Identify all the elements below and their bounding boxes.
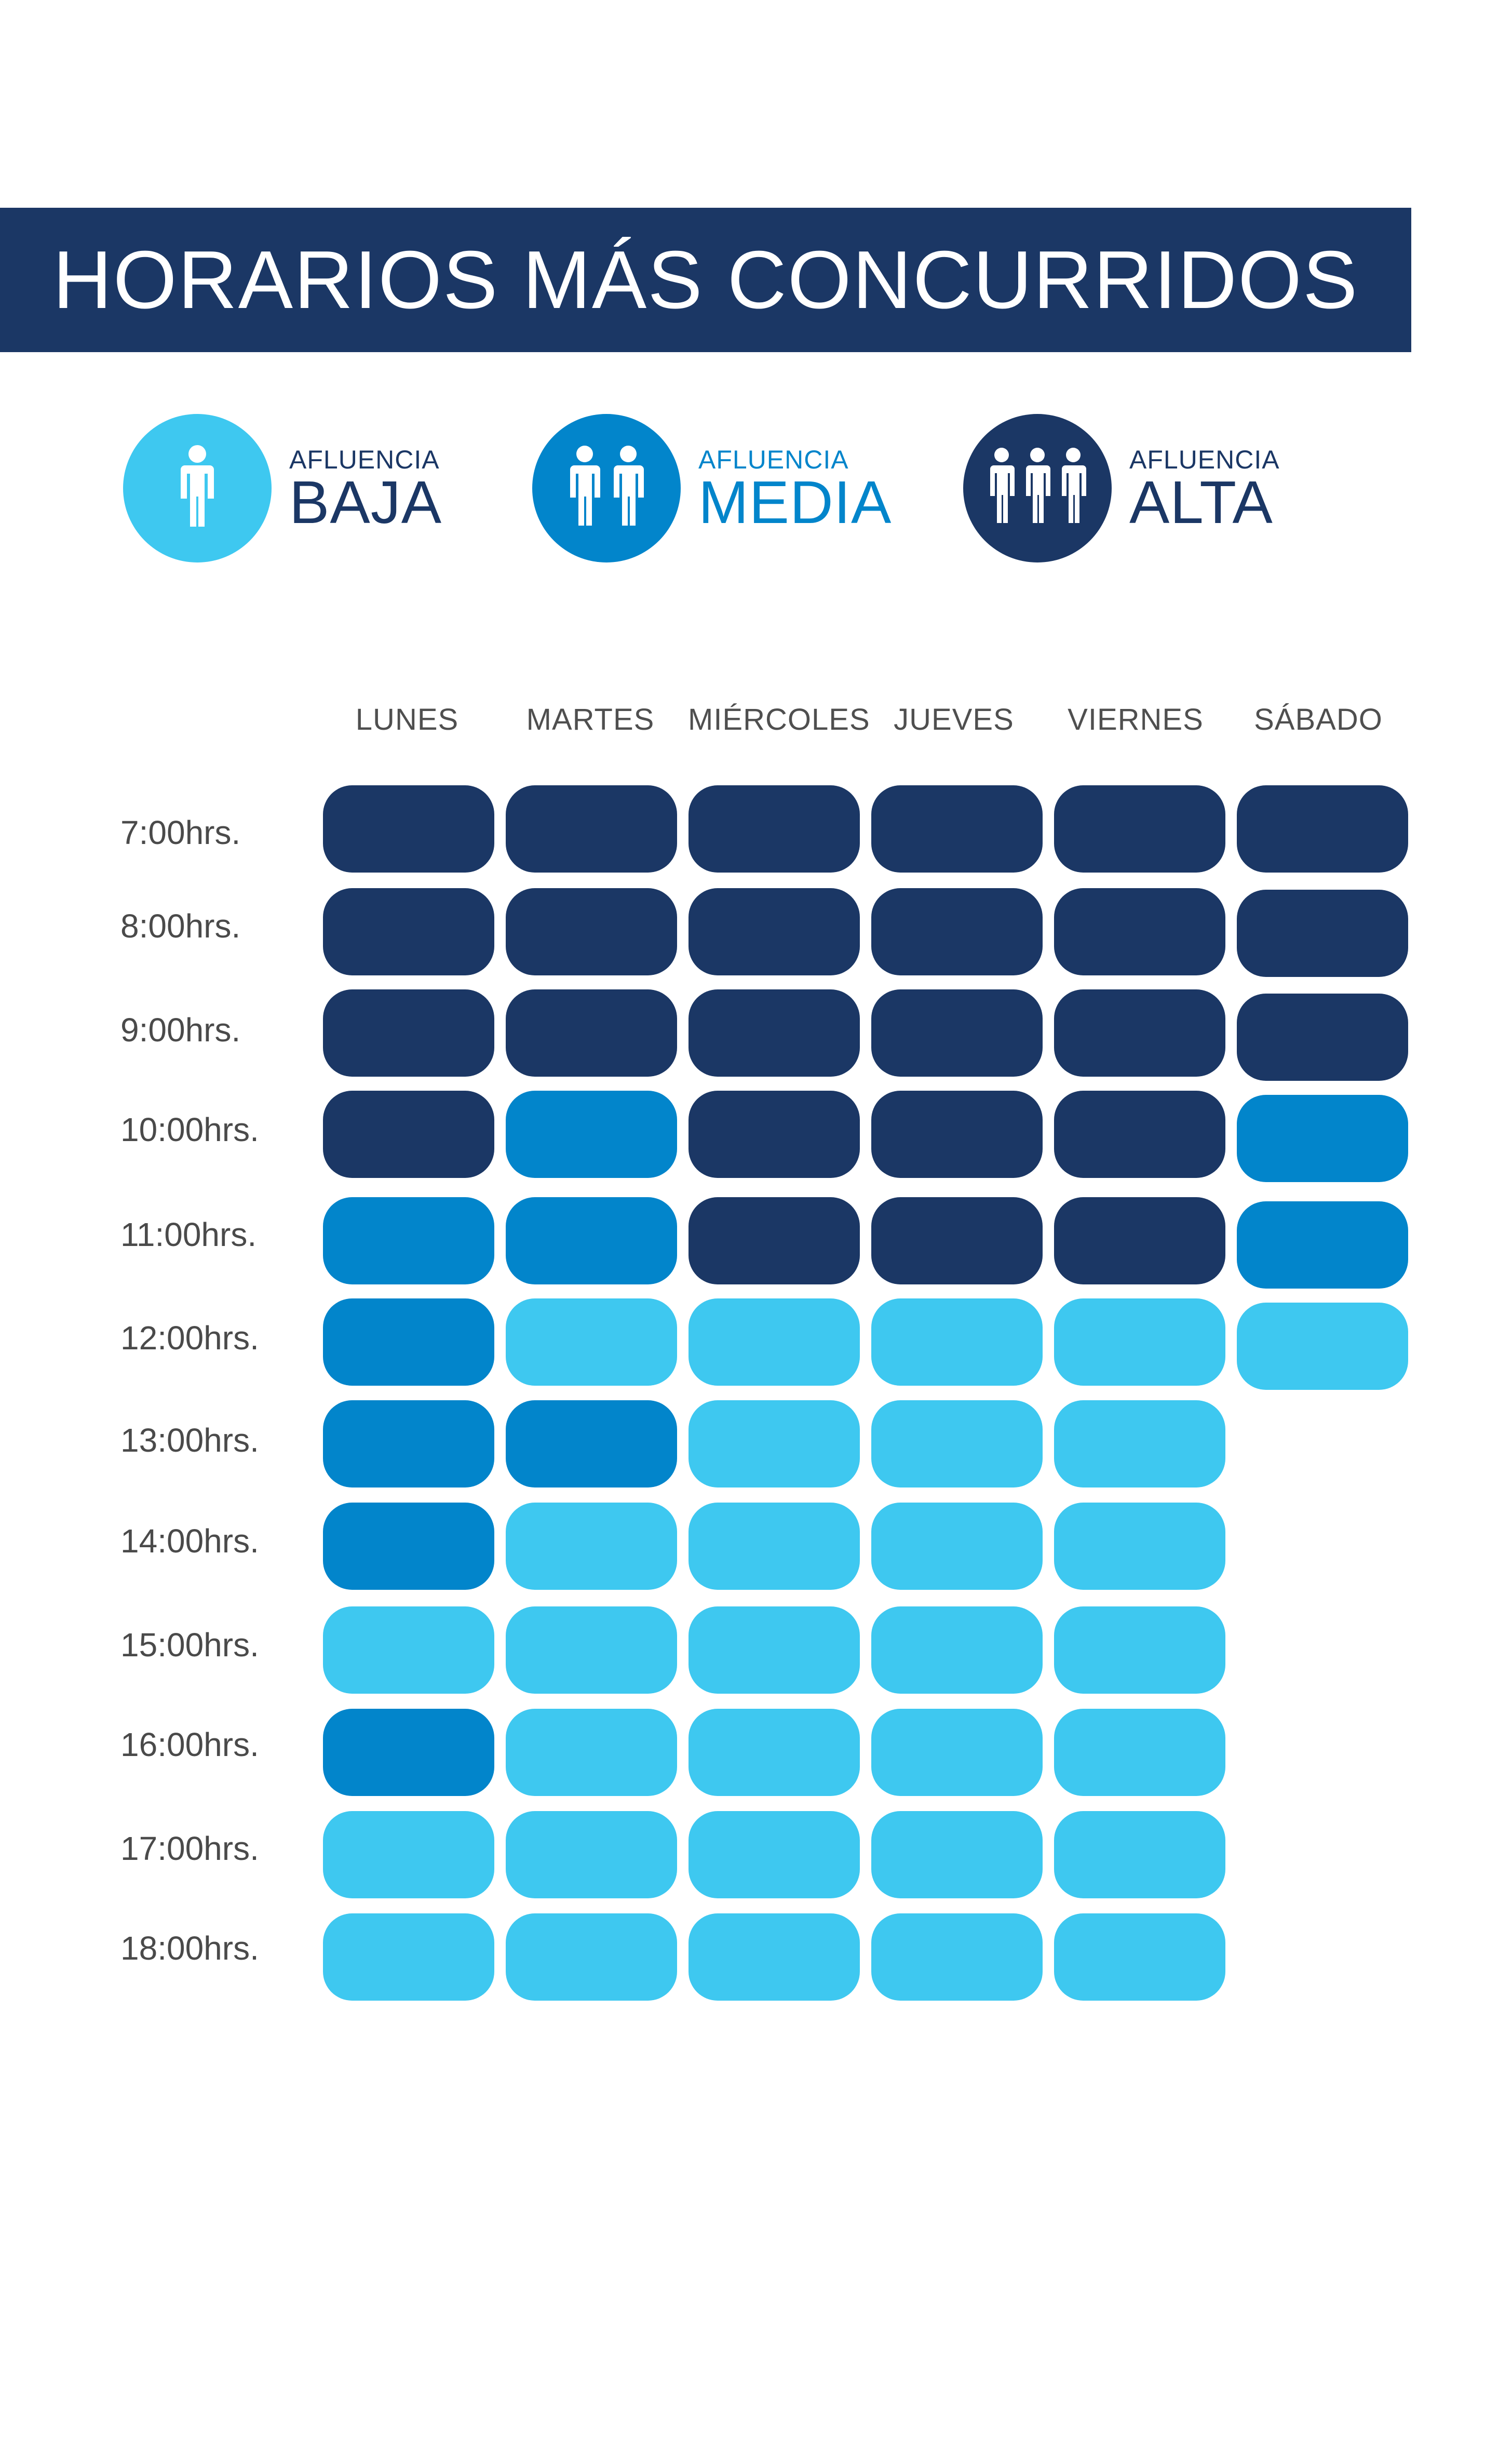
cell-viernes-11-alta xyxy=(1054,1197,1225,1284)
cell-lunes-10-alta xyxy=(323,1091,494,1178)
two-people-icon xyxy=(532,414,681,562)
cell-viernes-14-baja xyxy=(1054,1503,1225,1590)
cell-lunes-16-media xyxy=(323,1709,494,1796)
cell-jueves-14-baja xyxy=(871,1503,1043,1590)
day-label-martes: MARTES xyxy=(526,703,655,736)
time-label-14: 14:00hrs. xyxy=(120,1522,259,1560)
cell-miercoles-11-alta xyxy=(688,1197,860,1284)
cell-lunes-18-baja xyxy=(323,1913,494,2001)
cell-lunes-15-baja xyxy=(323,1606,494,1694)
time-label-10: 10:00hrs. xyxy=(120,1111,259,1148)
cell-viernes-12-baja xyxy=(1054,1298,1225,1386)
cell-lunes-9-alta xyxy=(323,989,494,1077)
cell-miercoles-18-baja xyxy=(688,1913,860,2001)
cell-lunes-13-media xyxy=(323,1400,494,1487)
one-person-icon xyxy=(123,414,272,562)
legend-baja: AFLUENCIA BAJA xyxy=(123,413,442,564)
cell-martes-15-baja xyxy=(506,1606,677,1694)
day-label-miercoles: MIÉRCOLES xyxy=(688,703,870,736)
time-label-12: 12:00hrs. xyxy=(120,1319,259,1357)
cell-miercoles-17-baja xyxy=(688,1811,860,1898)
cell-viernes-8-alta xyxy=(1054,888,1225,975)
time-label-8: 8:00hrs. xyxy=(120,907,241,945)
day-label-lunes: LUNES xyxy=(355,703,459,736)
cell-martes-8-alta xyxy=(506,888,677,975)
legend-alta: AFLUENCIA ALTA xyxy=(963,413,1280,564)
time-label-17: 17:00hrs. xyxy=(120,1830,259,1867)
day-label-sabado: SÁBADO xyxy=(1254,703,1383,736)
time-label-13: 13:00hrs. xyxy=(120,1422,259,1459)
cell-lunes-14-media xyxy=(323,1503,494,1590)
cell-viernes-10-alta xyxy=(1054,1091,1225,1178)
cell-martes-16-baja xyxy=(506,1709,677,1796)
time-label-9: 9:00hrs. xyxy=(120,1011,241,1049)
time-label-18: 18:00hrs. xyxy=(120,1929,259,1967)
legend-baja-big: BAJA xyxy=(289,468,442,536)
cell-martes-11-media xyxy=(506,1197,677,1284)
cell-miercoles-8-alta xyxy=(688,888,860,975)
cell-jueves-7-alta xyxy=(871,785,1043,873)
cell-viernes-15-baja xyxy=(1054,1606,1225,1694)
title-banner: HORARIOS MÁS CONCURRIDOS xyxy=(0,208,1411,352)
cell-jueves-16-baja xyxy=(871,1709,1043,1796)
cell-viernes-17-baja xyxy=(1054,1811,1225,1898)
cell-jueves-17-baja xyxy=(871,1811,1043,1898)
legend-baja-small: AFLUENCIA xyxy=(289,445,440,474)
cell-viernes-16-baja xyxy=(1054,1709,1225,1796)
cell-viernes-18-baja xyxy=(1054,1913,1225,2001)
cell-jueves-15-baja xyxy=(871,1606,1043,1694)
legend-alta-big: ALTA xyxy=(1129,468,1273,536)
cell-miercoles-9-alta xyxy=(688,989,860,1077)
cell-jueves-18-baja xyxy=(871,1913,1043,2001)
cell-martes-10-media xyxy=(506,1091,677,1178)
cell-miercoles-12-baja xyxy=(688,1298,860,1386)
cell-jueves-10-alta xyxy=(871,1091,1043,1178)
cell-sabado-8-alta xyxy=(1237,890,1408,977)
cell-sabado-9-alta xyxy=(1237,994,1408,1081)
cell-miercoles-7-alta xyxy=(688,785,860,873)
time-label-15: 15:00hrs. xyxy=(120,1626,259,1664)
day-label-jueves: JUEVES xyxy=(894,703,1014,736)
cell-miercoles-15-baja xyxy=(688,1606,860,1694)
cell-jueves-11-alta xyxy=(871,1197,1043,1284)
cell-miercoles-16-baja xyxy=(688,1709,860,1796)
cell-martes-18-baja xyxy=(506,1913,677,2001)
cell-miercoles-10-alta xyxy=(688,1091,860,1178)
cell-miercoles-13-baja xyxy=(688,1400,860,1487)
time-label-11: 11:00hrs. xyxy=(120,1216,257,1253)
cell-sabado-11-media xyxy=(1237,1201,1408,1289)
page-title: HORARIOS MÁS CONCURRIDOS xyxy=(52,234,1359,326)
cell-viernes-9-alta xyxy=(1054,989,1225,1077)
cell-martes-7-alta xyxy=(506,785,677,873)
cell-martes-13-media xyxy=(506,1400,677,1487)
three-people-icon xyxy=(963,414,1112,562)
cell-lunes-8-alta xyxy=(323,888,494,975)
legend-media: AFLUENCIA MEDIA xyxy=(532,413,892,564)
cell-miercoles-14-baja xyxy=(688,1503,860,1590)
cell-viernes-13-baja xyxy=(1054,1400,1225,1487)
cell-lunes-17-baja xyxy=(323,1811,494,1898)
cell-martes-12-baja xyxy=(506,1298,677,1386)
cell-viernes-7-alta xyxy=(1054,785,1225,873)
time-label-7: 7:00hrs. xyxy=(120,814,241,851)
cell-sabado-12-baja xyxy=(1237,1303,1408,1390)
cell-lunes-7-alta xyxy=(323,785,494,873)
cell-martes-9-alta xyxy=(506,989,677,1077)
cell-jueves-9-alta xyxy=(871,989,1043,1077)
legend-media-big: MEDIA xyxy=(698,468,892,536)
cell-jueves-12-baja xyxy=(871,1298,1043,1386)
cell-martes-14-baja xyxy=(506,1503,677,1590)
legend-media-small: AFLUENCIA xyxy=(698,445,849,474)
cell-lunes-11-media xyxy=(323,1197,494,1284)
cell-lunes-12-media xyxy=(323,1298,494,1386)
cell-jueves-13-baja xyxy=(871,1400,1043,1487)
cell-jueves-8-alta xyxy=(871,888,1043,975)
cell-sabado-7-alta xyxy=(1237,785,1408,873)
cell-martes-17-baja xyxy=(506,1811,677,1898)
day-label-viernes: VIERNES xyxy=(1068,703,1204,736)
time-label-16: 16:00hrs. xyxy=(120,1726,259,1763)
legend-alta-small: AFLUENCIA xyxy=(1129,445,1280,474)
cell-sabado-10-media xyxy=(1237,1095,1408,1182)
